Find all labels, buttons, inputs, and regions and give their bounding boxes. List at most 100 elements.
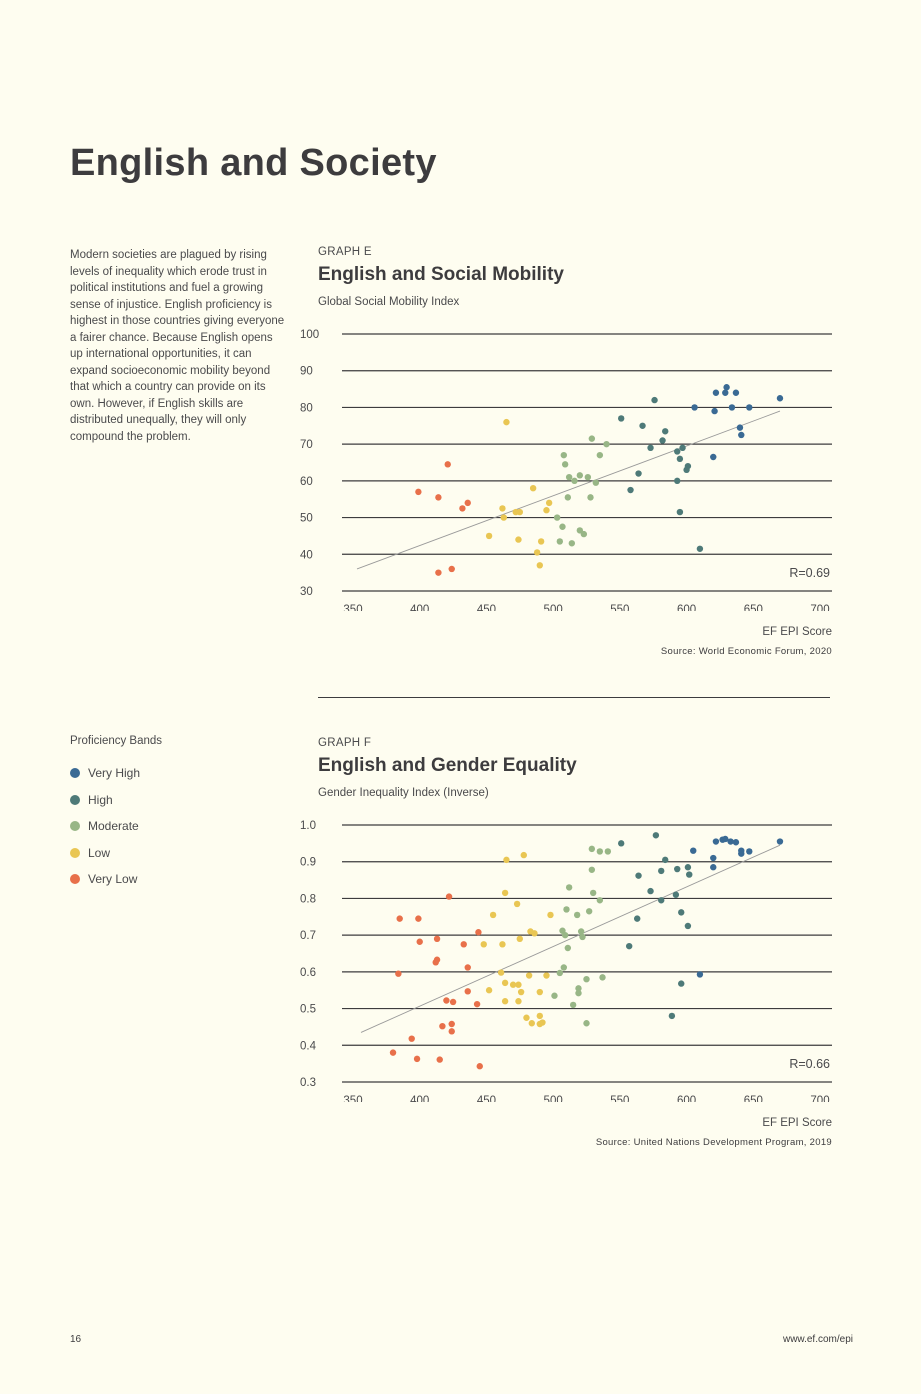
- graph-social-mobility: GRAPH E English and Social Mobility Glob…: [300, 246, 832, 666]
- legend-label: High: [88, 792, 113, 807]
- data-point-very-low: [448, 1020, 455, 1028]
- data-point-low: [533, 549, 541, 556]
- page-number: 16: [70, 1334, 82, 1345]
- data-point-low: [485, 987, 493, 994]
- data-point-very-high: [722, 835, 729, 843]
- data-point-very-high: [738, 850, 745, 857]
- data-point-very-high: [711, 407, 718, 415]
- scatter-plot: 30 40 50 60 70 80 90 100 350 400 450 500 550 600 650 70…: [300, 329, 832, 611]
- data-point-very-high: [722, 389, 729, 396]
- data-point-very-low: [464, 499, 471, 507]
- data-point-low: [517, 988, 525, 996]
- data-point-high: [686, 871, 693, 878]
- data-point-moderate: [592, 479, 600, 486]
- correlation-annotation: R=0.66: [789, 1057, 830, 1071]
- data-point-very-low: [436, 1056, 443, 1063]
- data-point-high: [674, 865, 681, 873]
- data-point-very-high: [690, 847, 697, 854]
- data-point-moderate: [584, 473, 592, 481]
- data-point-moderate: [580, 530, 588, 538]
- x-tick-label: 650: [744, 1095, 763, 1102]
- data-point-moderate: [599, 974, 606, 981]
- data-point-very-high: [712, 389, 720, 396]
- data-point-low: [545, 499, 553, 507]
- x-tick-label: 450: [477, 604, 496, 611]
- data-point-very-high: [712, 838, 720, 845]
- data-point-very-high: [736, 424, 744, 431]
- data-point-low: [539, 1019, 546, 1026]
- data-point-low: [536, 562, 543, 569]
- legend-dot-icon: [70, 847, 80, 858]
- data-point-low: [500, 514, 507, 521]
- data-point-very-low: [432, 959, 439, 966]
- data-point-moderate: [553, 514, 561, 521]
- data-point-high: [635, 872, 642, 879]
- data-point-low: [528, 1020, 535, 1027]
- data-point-moderate: [596, 451, 604, 459]
- data-point-very-low: [473, 1000, 481, 1008]
- legend-item-high: High: [70, 787, 162, 814]
- x-tick-label: 400: [410, 1095, 429, 1102]
- y-tick-label: 40: [300, 549, 313, 561]
- data-point-very-low: [433, 935, 441, 943]
- data-point-low: [543, 972, 550, 979]
- y-tick-label: 80: [300, 402, 313, 414]
- trendline: [360, 844, 781, 1033]
- data-point-moderate: [561, 931, 569, 939]
- data-point-high: [647, 444, 654, 452]
- data-point-moderate: [559, 523, 566, 530]
- source-note: Source: United Nations Development Progr…: [595, 1137, 832, 1148]
- data-point-high: [676, 508, 684, 516]
- data-point-low: [547, 911, 554, 919]
- y-tick-label: 1.0: [300, 820, 316, 832]
- data-point-low: [516, 935, 523, 943]
- data-point-very-high: [738, 431, 745, 439]
- intro-paragraph: Modern societies are plagued by rising l…: [70, 249, 285, 443]
- data-point-very-low: [460, 941, 467, 948]
- x-axis-label: EF EPI Score: [762, 626, 832, 638]
- graph-title: English and Social Mobility: [318, 264, 564, 285]
- data-point-moderate: [573, 911, 581, 919]
- legend-title: Proficiency Bands: [70, 735, 163, 747]
- legend-dot-icon: [70, 794, 80, 805]
- x-tick-label: 600: [677, 604, 696, 611]
- legend-label: Low: [88, 845, 111, 860]
- data-point-very-high: [691, 404, 698, 411]
- y-tick-label: 100: [300, 329, 319, 341]
- data-point-very-high: [728, 404, 736, 411]
- x-tick-label: 500: [544, 604, 563, 611]
- data-point-moderate: [583, 976, 590, 983]
- data-point-high: [674, 448, 681, 455]
- data-point-very-low: [415, 488, 422, 496]
- x-tick-label: 400: [410, 604, 429, 611]
- data-point-moderate: [588, 845, 596, 853]
- data-point-low: [516, 508, 523, 516]
- data-point-moderate: [579, 933, 586, 941]
- footer-url: www.ef.com/epi: [782, 1334, 853, 1345]
- data-point-high: [635, 470, 642, 477]
- y-tick-label: 70: [300, 439, 313, 451]
- data-point-moderate: [556, 538, 564, 545]
- data-point-moderate: [588, 866, 596, 873]
- data-point-very-high: [746, 848, 753, 855]
- data-point-very-high: [732, 839, 740, 846]
- data-point-low: [485, 532, 493, 540]
- data-point-low: [513, 900, 521, 908]
- section-divider: [318, 697, 830, 698]
- data-point-high: [674, 477, 681, 485]
- y-tick-label: 0.3: [300, 1077, 316, 1089]
- legend-label: Very Low: [88, 872, 138, 887]
- data-point-moderate: [588, 435, 596, 442]
- legend-item-very-low: Very Low: [70, 866, 162, 893]
- data-point-moderate: [575, 989, 582, 997]
- data-point-low: [515, 536, 522, 543]
- data-point-moderate: [576, 472, 584, 479]
- data-point-low: [529, 485, 537, 492]
- data-point-moderate: [575, 985, 582, 992]
- data-point-very-low: [448, 1028, 455, 1035]
- x-axis-label: EF EPI Score: [762, 1117, 832, 1129]
- data-point-high: [678, 909, 685, 916]
- data-point-high: [625, 942, 633, 950]
- data-point-very-low: [416, 938, 423, 945]
- data-point-low: [503, 856, 510, 864]
